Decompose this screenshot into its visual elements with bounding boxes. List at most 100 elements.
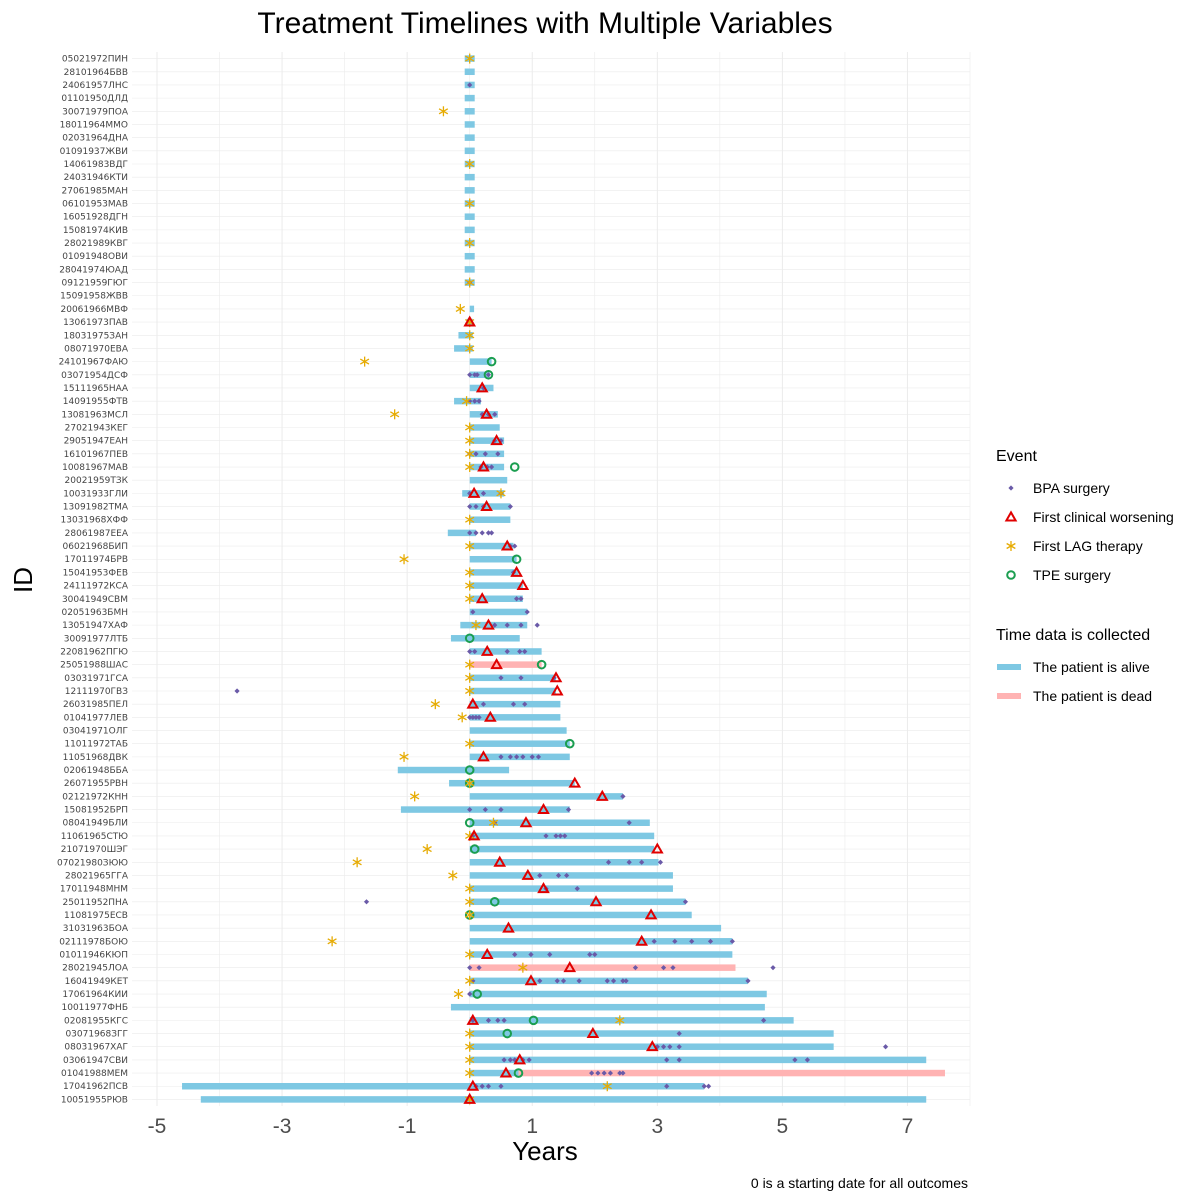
lag-therapy-marker-stroke: [465, 780, 475, 787]
timeline-bar: [469, 885, 673, 892]
lag-therapy-marker-stroke: [465, 674, 475, 681]
legend-status-label: The patient is alive: [1033, 659, 1150, 675]
y-tick-label: 14091955ФТВ: [63, 397, 128, 407]
bpa-surgery-marker: [507, 1057, 513, 1063]
lag-therapy-marker: [465, 883, 475, 894]
y-tick-label: 11061965СТЮ: [61, 832, 129, 842]
clinical-worsening-marker: [490, 434, 503, 446]
lag-therapy-marker-stroke: [465, 911, 475, 919]
tpe-surgery-marker: [528, 1015, 539, 1026]
lag-therapy-marker-stroke: [471, 622, 481, 629]
y-tick-label: 02031964ДНА: [62, 134, 129, 144]
tpe-surgery-marker: [536, 659, 547, 670]
bpa-surgery-marker: [467, 965, 473, 971]
bpa-surgery-marker: [479, 530, 485, 536]
bpa-surgery-marker: [560, 978, 567, 984]
lag-therapy-marker-stroke: [422, 846, 432, 853]
bpa-surgery-marker: [882, 1044, 889, 1050]
bpa-surgery-marker: [617, 1070, 623, 1076]
lag-therapy-marker: [465, 343, 475, 354]
bpa-surgery-marker: [467, 503, 473, 510]
clinical-worsening-marker: [1004, 510, 1018, 522]
y-tick-label: 13031968ХФФ: [61, 516, 129, 526]
lag-therapy-marker-stroke: [359, 358, 370, 365]
bpa-surgery-marker: [518, 675, 524, 681]
x-tick-label: -3: [273, 1115, 292, 1138]
lag-therapy-marker: [465, 238, 475, 249]
bpa-surgery-marker: [564, 872, 570, 879]
bpa-surgery-marker: [485, 530, 492, 536]
bpa-surgery-marker: [589, 1070, 595, 1076]
y-tick-label: 08071970ЕВА: [64, 344, 129, 354]
bpa-surgery-marker: [689, 938, 695, 944]
bpa-surgery-marker: [620, 1070, 626, 1076]
timeline-bar: [458, 332, 473, 339]
y-tick-label: 15081952БРП: [64, 806, 128, 816]
y-tick-label: 31031963БОА: [63, 924, 129, 934]
bpa-surgery-marker: [518, 622, 524, 628]
bpa-surgery-marker: [514, 596, 520, 602]
clinical-worsening-marker: [524, 974, 538, 986]
bpa-surgery-marker: [607, 1070, 614, 1076]
y-tick-label: 05021972ПИН: [62, 55, 128, 65]
y-tick-label: 24061957ЛНС: [62, 81, 128, 91]
bpa-surgery-marker: [498, 1083, 504, 1089]
bpa-surgery-marker: [476, 398, 482, 404]
lag-therapy-marker-stroke: [465, 569, 475, 576]
clinical-worsening-marker: [463, 315, 477, 327]
timeline-bar: [464, 147, 475, 155]
lag-therapy-marker: [409, 791, 420, 802]
lag-therapy-marker: [465, 1068, 475, 1079]
y-tick-label: 11051968ДВК: [63, 753, 129, 763]
bpa-surgery-marker: [470, 833, 476, 839]
bpa-surgery-marker: [676, 1030, 682, 1037]
lag-therapy-marker: [352, 857, 362, 868]
bpa-surgery-marker: [507, 754, 513, 760]
clinical-worsening-marker: [467, 486, 481, 498]
lag-therapy-marker: [465, 567, 475, 578]
timeline-bar: [464, 68, 475, 76]
lag-therapy-marker: [465, 593, 475, 604]
bpa-surgery-marker: [479, 1083, 485, 1089]
y-tick-label: 08031967ХАГ: [64, 1043, 128, 1053]
clinical-worsening-marker: [475, 592, 489, 604]
bpa-surgery-marker: [470, 609, 476, 615]
bpa-surgery-marker: [574, 886, 580, 892]
bpa-surgery-marker: [529, 754, 535, 760]
y-tick-label: 10081967МАВ: [62, 463, 128, 473]
timeline-bar: [469, 990, 767, 998]
lag-therapy-marker-stroke: [465, 463, 475, 471]
timeline-bar: [469, 569, 519, 576]
bpa-surgery-marker: [512, 1057, 518, 1063]
y-tick-label: 12111970ГВЗ: [65, 687, 128, 697]
lag-therapy-marker: [471, 620, 481, 631]
legend-event-label: TPE surgery: [1033, 567, 1111, 583]
bpa-surgery-marker: [467, 648, 473, 655]
timeline-bar: [469, 555, 517, 563]
x-axis-tick-labels: -5 -3 -1 1 3 5 7: [148, 1115, 914, 1138]
lag-therapy-marker-stroke: [465, 661, 475, 668]
clinical-worsening-marker: [550, 684, 564, 696]
event-markers: [234, 53, 889, 1105]
timeline-bar: [469, 1043, 834, 1050]
y-tick-label: 25011952ПНА: [62, 898, 128, 908]
lag-therapy-marker-stroke: [352, 859, 362, 866]
bpa-surgery-marker: [501, 1057, 507, 1063]
timeline-bar: [469, 661, 542, 668]
bpa-surgery-marker: [473, 530, 479, 536]
lag-therapy-marker: [399, 554, 409, 565]
timeline-bar-dead: [518, 1069, 945, 1077]
bpa-surgery-marker: [470, 978, 476, 984]
clinical-worsening-marker: [490, 658, 503, 670]
y-tick-label: 21071970ШЭГ: [61, 845, 128, 855]
clinical-worsening-marker: [568, 776, 582, 788]
clinical-worsening-marker: [480, 499, 493, 511]
timeline-bar: [469, 674, 557, 682]
timeline-bar: [469, 516, 511, 523]
clinical-worsening-marker: [586, 1026, 600, 1038]
y-tick-label: 01041988МЕМ: [61, 1069, 128, 1079]
lag-therapy-marker: [430, 699, 440, 710]
bpa-surgery-marker: [528, 951, 534, 958]
lag-therapy-marker-stroke: [453, 990, 464, 998]
timeline-bar: [464, 213, 475, 220]
